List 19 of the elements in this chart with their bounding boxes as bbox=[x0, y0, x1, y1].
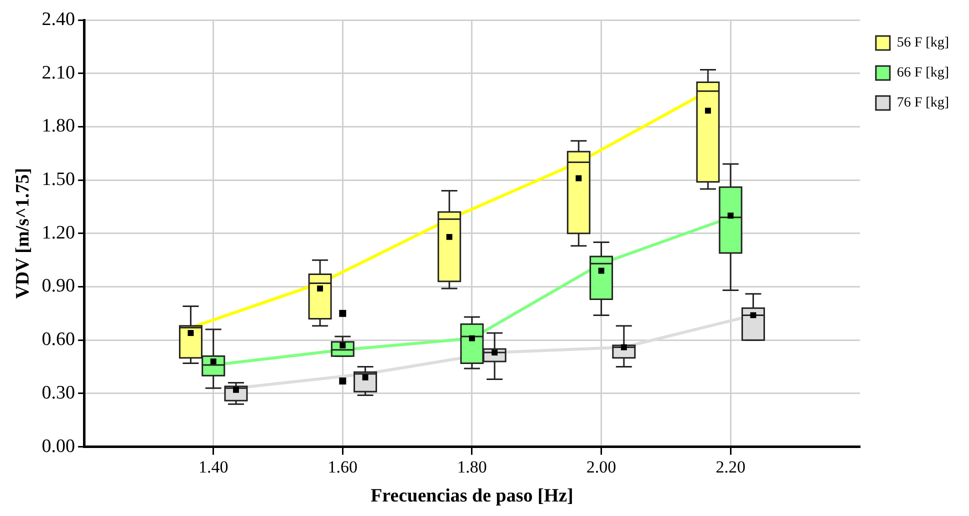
legend-label: 76 F [kg] bbox=[896, 96, 950, 111]
legend-label: 66 F [kg] bbox=[896, 66, 950, 81]
y-tick-label: 2.10 bbox=[42, 62, 76, 84]
y-tick-label: 1.20 bbox=[42, 222, 76, 244]
x-tick-label: 2.00 bbox=[586, 457, 616, 476]
x-tick-label: 1.80 bbox=[457, 457, 487, 476]
legend-label: 56 F [kg] bbox=[896, 36, 950, 51]
x-tick-label: 1.60 bbox=[328, 457, 358, 476]
x-tick-label: 2.20 bbox=[716, 457, 746, 476]
y-tick-label: 0.60 bbox=[42, 329, 76, 350]
y-tick-label: 1.80 bbox=[42, 116, 76, 137]
y-tick-label: 0.30 bbox=[42, 382, 76, 404]
y-tick-label: 0.00 bbox=[42, 436, 76, 457]
y-tick-label: 2.40 bbox=[42, 8, 76, 30]
y-tick-label: 0.90 bbox=[42, 276, 76, 297]
y-tick-label: 1.50 bbox=[42, 169, 76, 190]
x-axis-title: Frecuencias de paso [Hz] bbox=[370, 486, 574, 507]
x-tick-label: 1.40 bbox=[198, 457, 228, 476]
y-axis-title: VDV [m/s^1.75] bbox=[12, 168, 34, 299]
